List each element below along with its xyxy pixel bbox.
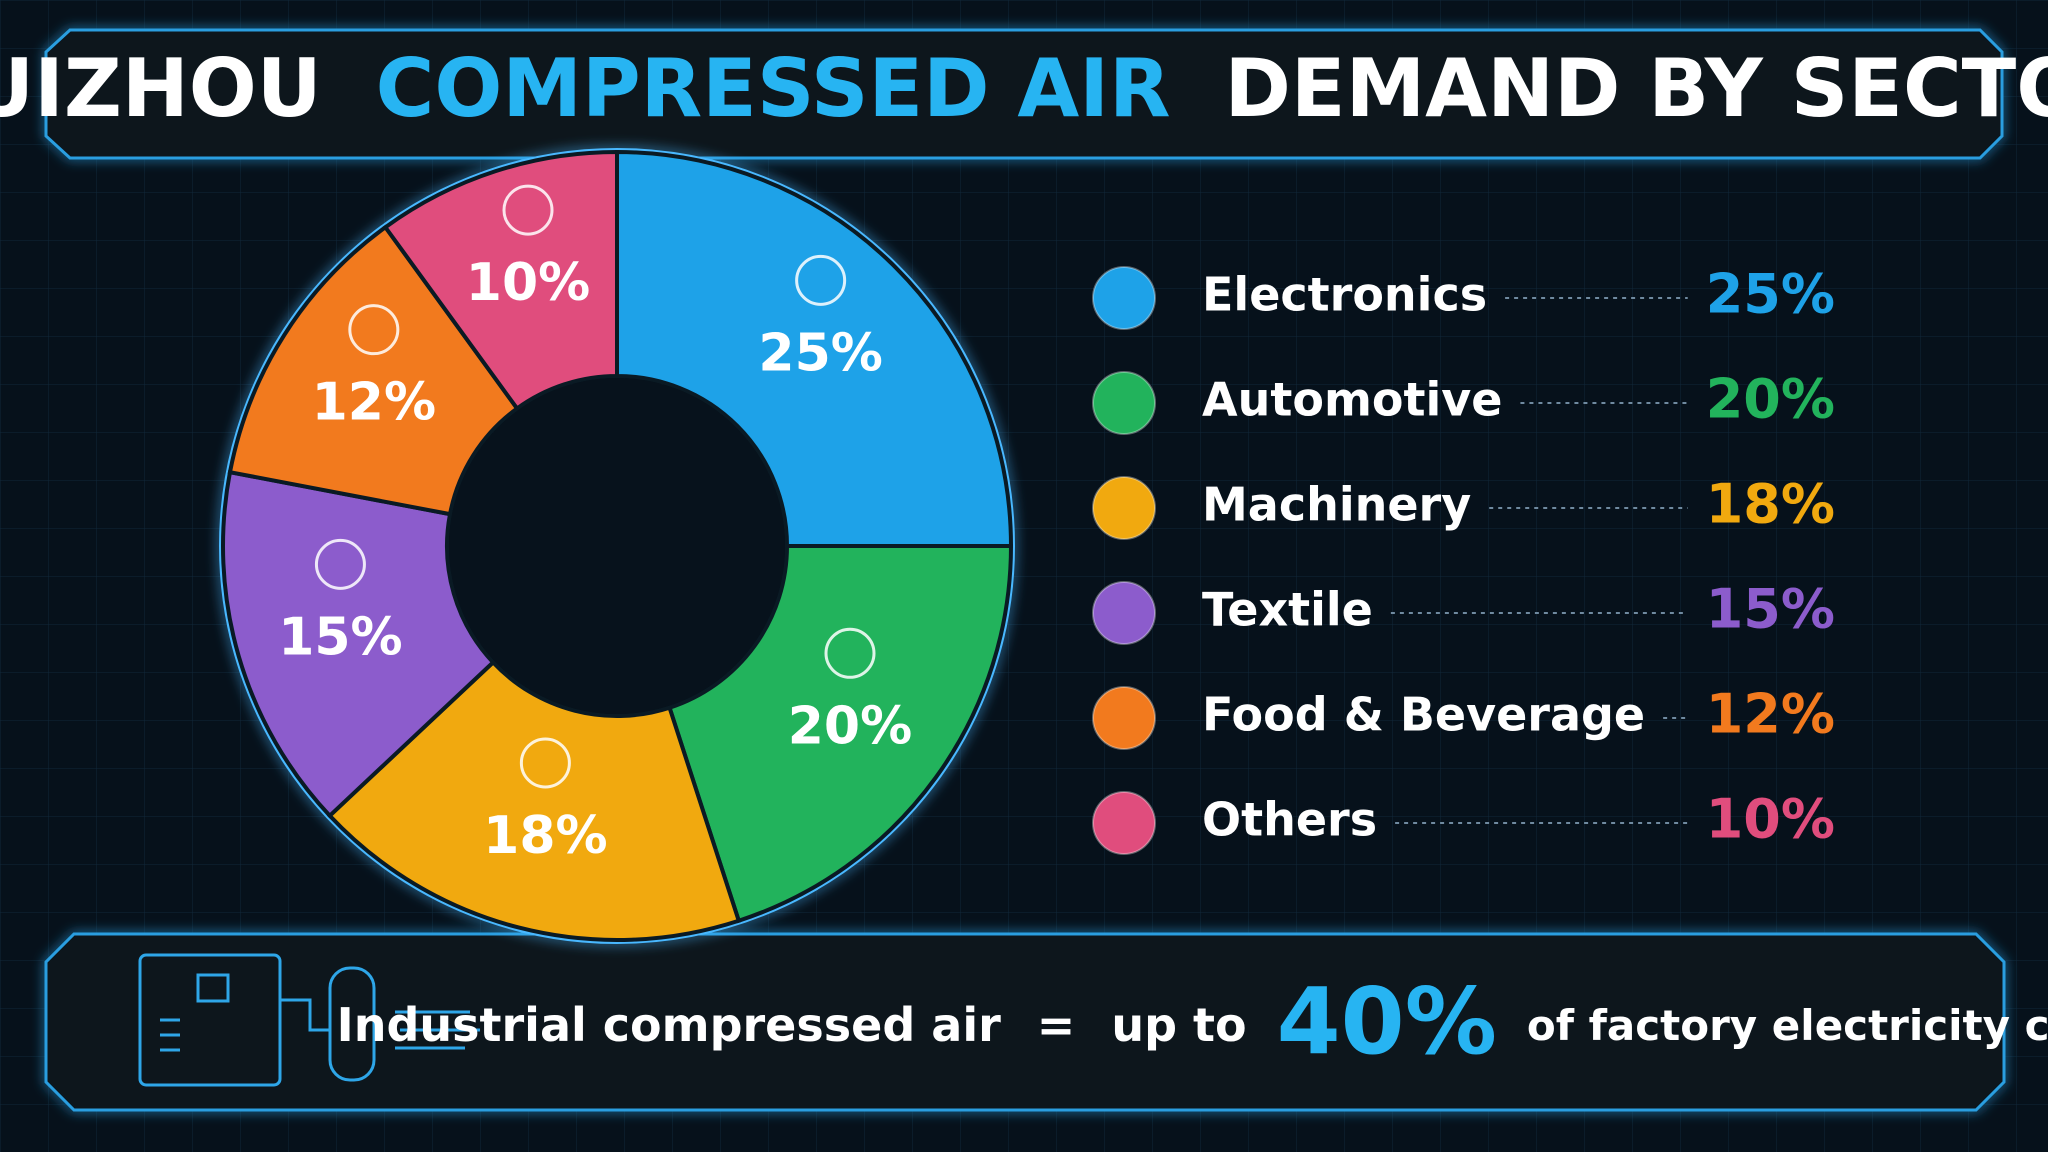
legend-swatch: [1092, 581, 1156, 645]
footer-tail: of factory electricity cost.: [1527, 1001, 2048, 1050]
legend-value: 18%: [1706, 473, 1835, 536]
title-part: DEMAND BY SECTOR: [1225, 42, 2048, 135]
pie-slice: [326, 659, 742, 942]
pie-hole: [449, 378, 785, 714]
legend-value: 15%: [1706, 578, 1835, 641]
legend-value: 25%: [1706, 263, 1835, 326]
pie-slice: [382, 149, 619, 412]
slice-icon: [519, 737, 571, 789]
title-part: HUIZHOU: [0, 42, 322, 135]
compressor-icon: [138, 953, 480, 1087]
footer-text: Industrial compressed air = up to 40% of…: [337, 968, 2048, 1075]
pie-slice: [227, 224, 520, 517]
footer-lead: Industrial compressed air: [337, 998, 1002, 1052]
legend-swatch: [1092, 686, 1156, 750]
legend-swatch: [1092, 476, 1156, 540]
slice-icon: [795, 254, 847, 306]
title-frame: [44, 28, 2004, 160]
footer-equals: =: [1037, 998, 1076, 1052]
legend-swatch: [1092, 791, 1156, 855]
slice-icon: [348, 304, 400, 356]
legend-value: 12%: [1706, 683, 1835, 746]
pie-slice: [667, 544, 1014, 924]
footer-frame: [44, 932, 2006, 1112]
pie-slice: [615, 149, 1014, 548]
footer-highlight: 40%: [1277, 968, 1497, 1075]
legend-value: 20%: [1706, 368, 1835, 431]
slice-icon: [502, 184, 554, 236]
slice-label: 20%: [788, 696, 912, 756]
slice-label: 15%: [278, 607, 402, 667]
footer-up-to: up to: [1111, 998, 1246, 1052]
slice-label: 18%: [483, 806, 607, 866]
legend-swatch: [1092, 371, 1156, 435]
pie-slice: [221, 469, 496, 819]
slice-icon: [824, 627, 876, 679]
legend-label: Food & Beverage: [1202, 688, 1645, 742]
title-highlight: COMPRESSED AIR: [376, 42, 1171, 135]
slice-icon: [314, 538, 366, 590]
legend-label: Machinery: [1202, 478, 1471, 532]
slice-label: 10%: [466, 253, 590, 313]
legend-label: Automotive: [1202, 373, 1502, 427]
legend-label: Textile: [1202, 583, 1373, 637]
chart-title: HUIZHOU COMPRESSED AIR DEMAND BY SECTOR: [0, 42, 2048, 135]
legend-label: Electronics: [1202, 268, 1487, 322]
legend-label: Others: [1202, 793, 1377, 847]
slice-label: 12%: [312, 373, 436, 433]
legend-value: 10%: [1706, 788, 1835, 851]
slice-label: 25%: [758, 323, 882, 383]
legend-swatch: [1092, 266, 1156, 330]
